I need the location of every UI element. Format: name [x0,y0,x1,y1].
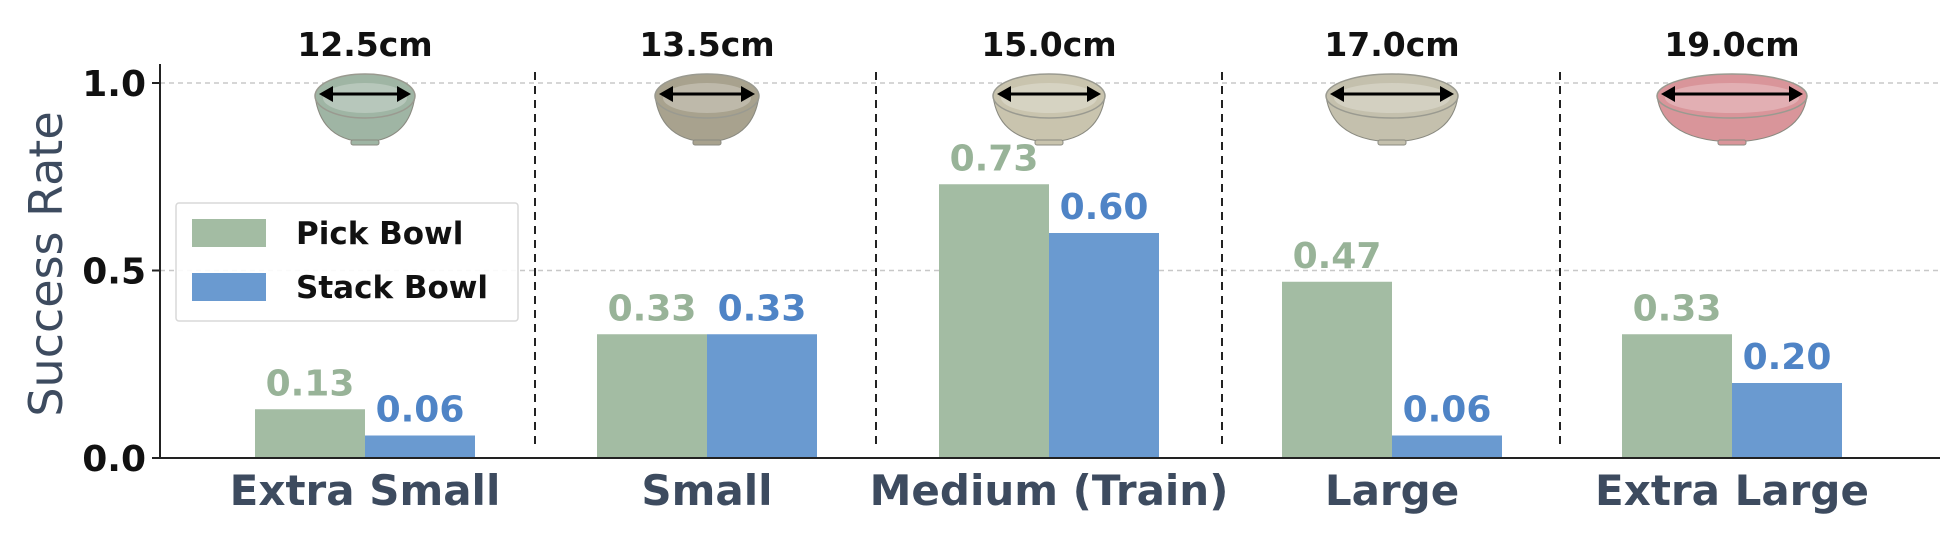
x-tick-label: Extra Large [1595,466,1869,515]
bar-stack-4 [1732,383,1842,458]
bar-pick-4 [1622,334,1732,458]
x-tick-label: Large [1325,466,1459,515]
value-label: 0.33 [718,288,807,329]
legend: Pick Bowl Stack Bowl [175,202,519,322]
bar-stack-1 [707,334,817,458]
bowl-rim [1656,73,1808,119]
bowl-rim [654,73,760,119]
value-label: 0.06 [376,390,465,431]
bowl-size-label: 17.0cm [1324,25,1459,64]
bar-pick-3 [1282,281,1392,458]
value-label: 0.60 [1060,187,1149,228]
width-arrow-head-right [741,86,755,102]
y-tick-label: 1.0 [82,64,146,105]
width-arrow-head-right [1789,86,1803,102]
width-arrow-head-left [1330,86,1344,102]
bowl-size-label: 19.0cm [1664,25,1799,64]
value-label: 0.13 [266,363,355,404]
bowl-size-label: 15.0cm [981,25,1116,64]
bowl-foot [350,139,380,146]
bowl-foot [1034,139,1064,146]
y-tick-label: 0.5 [82,252,146,293]
bar-pick-1 [597,334,707,458]
bowl-inner [323,83,407,113]
category-separators [534,72,1561,446]
legend-swatch [192,273,266,301]
width-arrow-head-right [1440,86,1454,102]
bowl-inner [1001,83,1097,113]
bars [255,184,1842,458]
value-label: 0.33 [1633,288,1722,329]
width-arrow-head-left [997,86,1011,102]
bowl-icon [1656,73,1808,146]
width-arrow-head-right [1087,86,1101,102]
bowl-size-label: 13.5cm [639,25,774,64]
width-arrow-head-left [319,86,333,102]
y-axis-label: Success Rate [19,111,73,416]
value-label: 0.73 [950,138,1039,179]
y-tick-label: 0.0 [82,439,146,480]
width-arrow-head-left [1661,86,1675,102]
bowl-rim [1325,73,1459,119]
width-arrow-head-left [659,86,673,102]
bowl-icon [314,73,416,146]
value-label: 0.20 [1743,337,1832,378]
bar-stack-2 [1049,233,1159,458]
bowl-illustrations [314,73,1808,146]
bowl-foot [692,139,722,146]
bowl-foot [1717,139,1747,146]
value-label: 0.06 [1403,390,1492,431]
bar-stack-0 [365,435,475,458]
bar-pick-2 [939,184,1049,458]
value-label: 0.33 [608,288,697,329]
bar-pick-0 [255,409,365,458]
x-tick-label: Extra Small [230,466,501,515]
bowl-foot [1377,139,1407,146]
legend-swatch [192,219,266,247]
x-tick-label: Small [641,466,772,515]
axes [152,64,1940,459]
bowl-inner [1334,83,1450,113]
bowl-icon [654,73,760,146]
labels: 0.13 0.33 0.73 0.47 0.33 0.06 0.33 0.60 0.06 0.20… [19,25,1869,515]
bowl-rim [314,73,416,119]
legend-label: Pick Bowl [296,216,463,252]
bowl-inner [663,83,751,113]
bowl-rim [992,73,1106,119]
width-arrow-head-right [397,86,411,102]
bowl-size-label: 12.5cm [297,25,432,64]
legend-label: Stack Bowl [296,270,488,306]
bowl-icon [992,73,1106,146]
bowl-inner [1665,83,1799,113]
bar-stack-3 [1392,435,1502,458]
value-label: 0.47 [1293,236,1382,277]
x-tick-label: Medium (Train) [870,466,1229,515]
bowl-icon [1325,73,1459,146]
